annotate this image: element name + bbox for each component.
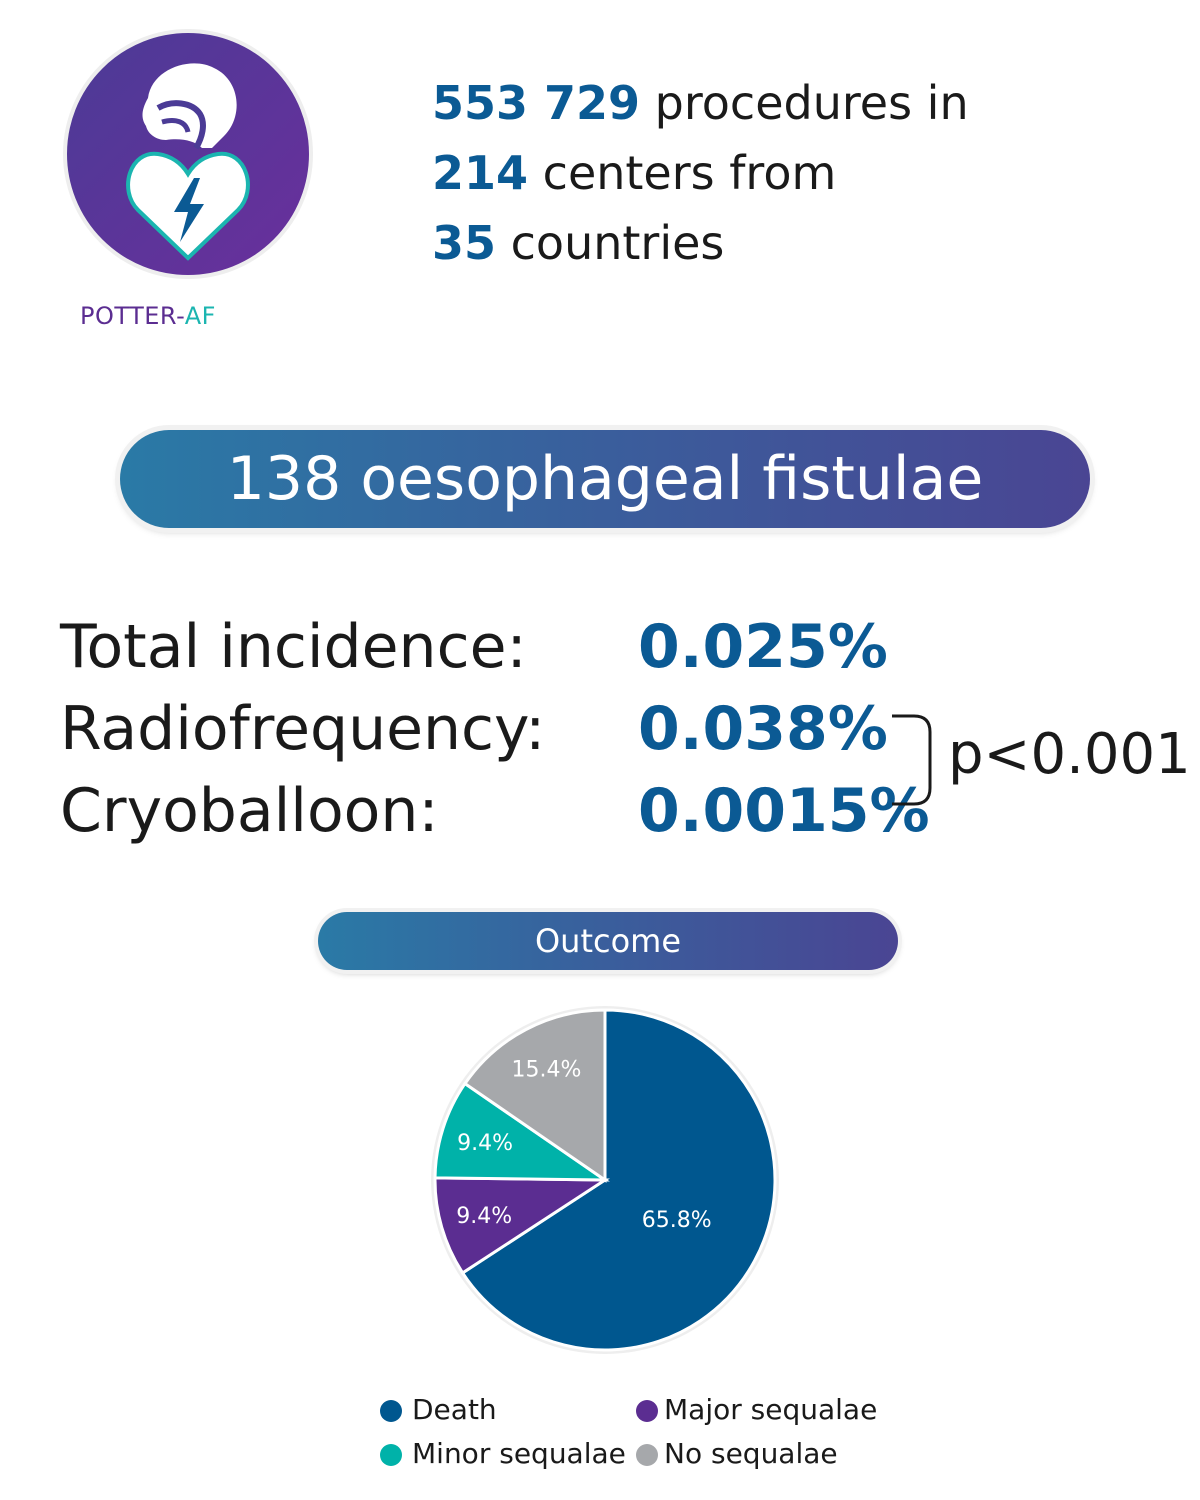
legend-label-death: Death (412, 1393, 497, 1426)
stats-centers: 214 centers from (432, 138, 969, 208)
p-value: p<0.001 (948, 722, 1191, 787)
incidence-value-cryo: 0.0015% (638, 776, 930, 846)
legend-label-none: No sequalae (664, 1437, 838, 1470)
pie-slice-no-sequalae (462, 1008, 607, 1183)
incidence-value-rf: 0.038% (638, 694, 888, 764)
pie-label-death: 65.8% (642, 1208, 712, 1233)
countries-number: 35 (432, 216, 497, 270)
outcome-pie-chart: 65.8% 9.4% 9.4% 15.4% (431, 1006, 779, 1354)
legend-item-none: No sequalae (636, 1436, 838, 1472)
pie-slice-death (460, 1008, 777, 1352)
incidence-label-cryo: Cryoballoon: (60, 776, 439, 846)
centers-text: centers from (528, 146, 837, 200)
pie-slice-minor-sequalae (433, 1081, 610, 1182)
legend-item-minor: Minor sequalae (380, 1436, 626, 1472)
pie-slice-major-sequalae (433, 1176, 610, 1275)
incidence-value-total: 0.025% (638, 612, 888, 682)
logo-label: POTTER-AF (80, 302, 216, 330)
legend-dot-major (636, 1400, 658, 1422)
legend-dot-death (380, 1400, 402, 1422)
legend-item-death: Death (380, 1392, 497, 1428)
outcome-banner: Outcome (318, 912, 898, 970)
incidence-label-rf: Radiofrequency: (60, 694, 546, 764)
stats-countries: 35 countries (432, 208, 969, 278)
countries-text: countries (496, 216, 725, 270)
procedures-text: procedures in (640, 76, 969, 130)
fistulae-banner: 138 oesophageal fistulae (120, 430, 1090, 528)
legend-label-major: Major sequalae (664, 1393, 878, 1426)
logo-label-part1: POTTER- (80, 302, 185, 330)
legend-dot-none (636, 1444, 658, 1466)
legend-label-minor: Minor sequalae (412, 1437, 626, 1470)
potter-af-logo-icon (63, 29, 313, 279)
stats-procedures: 553 729 procedures in (432, 68, 969, 138)
centers-number: 214 (432, 146, 529, 200)
incidence-label-total: Total incidence: (60, 612, 527, 682)
stats-block: 553 729 procedures in 214 centers from 3… (432, 68, 969, 278)
procedures-number: 553 729 (432, 76, 641, 130)
pie-label-no-sequalae: 15.4% (512, 1058, 582, 1083)
bracket-icon (892, 714, 932, 806)
logo-label-part2: AF (184, 302, 216, 330)
pie-label-major-sequalae: 9.4% (456, 1204, 512, 1229)
legend-dot-minor (380, 1444, 402, 1466)
legend-item-major: Major sequalae (636, 1392, 877, 1428)
pie-label-minor-sequalae: 9.4% (457, 1131, 513, 1156)
